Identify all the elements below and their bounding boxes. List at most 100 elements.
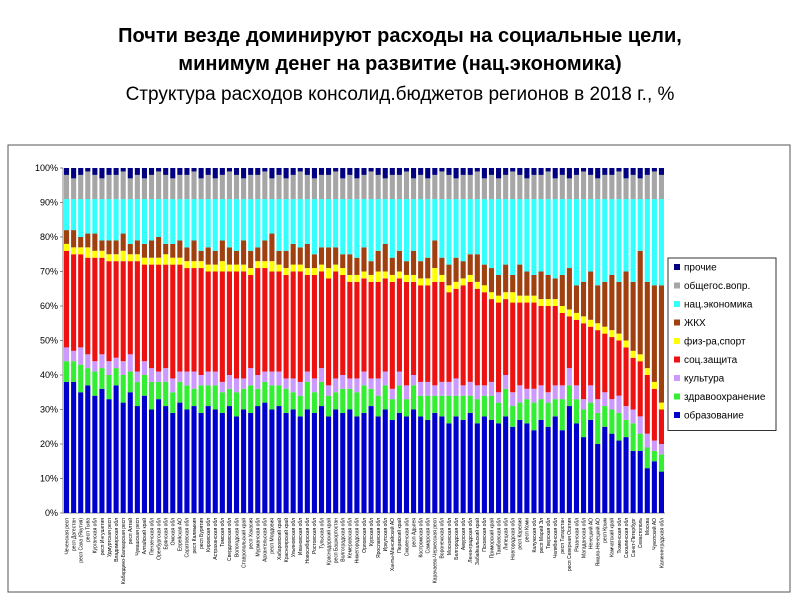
bar-segment [177, 264, 183, 372]
x-tick-label: Чувашская респ [135, 518, 141, 556]
bar-segment [92, 361, 98, 372]
bar-segment [333, 409, 339, 513]
bar-segment [488, 292, 495, 300]
bar-segment [467, 412, 473, 513]
bar-segment [432, 268, 438, 282]
bar-segment [460, 385, 466, 396]
bar-segment [467, 274, 473, 282]
bar-segment [191, 168, 197, 172]
bar-segment [255, 388, 261, 407]
bar-segment [432, 199, 438, 241]
title-line: Почти везде доминируют расходы на социал… [118, 25, 682, 47]
bar-segment [375, 174, 381, 200]
x-tick-label: Забайкальский край [474, 518, 481, 565]
bar-segment [439, 274, 445, 282]
bar-segment [439, 171, 445, 200]
bar-segment [170, 378, 176, 393]
bar-segment [177, 174, 183, 200]
bar-segment [559, 174, 565, 200]
bar-segment [552, 278, 558, 300]
bar-segment [71, 350, 77, 362]
bar-segment [453, 178, 459, 200]
bar-segment [113, 254, 119, 262]
bar-segment [552, 178, 558, 200]
bar-segment [148, 199, 155, 241]
legend-box [667, 257, 777, 431]
bar-segment [248, 250, 254, 269]
bar-segment [651, 199, 657, 286]
bar-segment [184, 247, 190, 262]
bar-segment [318, 406, 325, 513]
bar-segment [524, 302, 530, 389]
legend-label: образование [684, 410, 744, 422]
bar-segment [99, 250, 105, 258]
bar-segment [92, 199, 98, 234]
bar-segment [340, 375, 346, 389]
bar-segment [191, 406, 197, 513]
x-tick-label: Краснодарский край [325, 518, 332, 565]
bar-segment [602, 326, 608, 334]
bar-segment [134, 240, 140, 255]
bar-segment [71, 247, 77, 255]
x-tick-label: Москва [645, 518, 651, 535]
bar-segment [368, 406, 374, 513]
bar-segment [184, 261, 190, 269]
bar-segment [205, 247, 211, 265]
bar-segment [347, 254, 353, 275]
bar-segment [248, 174, 254, 200]
x-tick-label: Санкт-Петербург [631, 518, 637, 557]
bar-segment [134, 371, 140, 382]
bar-segment [418, 416, 424, 513]
bar-segment [609, 337, 615, 400]
bar-segment [566, 309, 572, 317]
bar-segment [212, 271, 218, 372]
bar-segment [375, 271, 381, 282]
bar-segment [63, 230, 70, 244]
bar-segment [78, 254, 84, 348]
bar-segment [120, 233, 126, 251]
bar-segment [304, 174, 310, 200]
bar-segment [496, 199, 502, 275]
bar-segment [326, 199, 332, 248]
bar-segment [241, 264, 247, 272]
x-tick-label: респ Бурятия [199, 518, 205, 549]
x-tick-label: респ Калмыкия [192, 518, 198, 554]
bar-segment [396, 271, 402, 279]
bar-segment [637, 450, 643, 513]
bar-segment [156, 199, 162, 237]
bar-segment [488, 419, 495, 513]
bar-segment [453, 378, 459, 396]
bar-segment [460, 199, 466, 262]
bar-segment [538, 399, 544, 420]
bar-segment [658, 168, 665, 175]
bar-segment [283, 250, 289, 269]
bar-segment [297, 416, 303, 513]
bar-segment [318, 168, 325, 175]
bar-segment [630, 450, 636, 513]
bar-segment [333, 392, 339, 410]
bar-segment [99, 388, 105, 513]
bar-segment [71, 381, 77, 513]
bar-segment [283, 199, 289, 251]
bar-segment [517, 402, 523, 420]
bar-segment [148, 264, 155, 369]
x-tick-label: Свердловская обл [227, 518, 233, 561]
bar-segment [474, 199, 480, 255]
bar-segment [581, 316, 587, 324]
bar-segment [510, 406, 516, 427]
bar-segment [163, 199, 169, 244]
bar-segment [92, 250, 98, 258]
bar-segment [588, 174, 594, 200]
bar-segment [602, 426, 608, 513]
bar-segment [609, 199, 615, 275]
bar-segment [411, 281, 417, 375]
bar-segment [439, 381, 445, 396]
bar-segment [63, 199, 70, 231]
bar-segment [333, 171, 339, 200]
bar-segment [297, 381, 303, 396]
bar-segment [460, 285, 466, 386]
bar-segment [517, 174, 523, 200]
bar-segment [588, 419, 594, 513]
bar-segment [630, 199, 636, 282]
